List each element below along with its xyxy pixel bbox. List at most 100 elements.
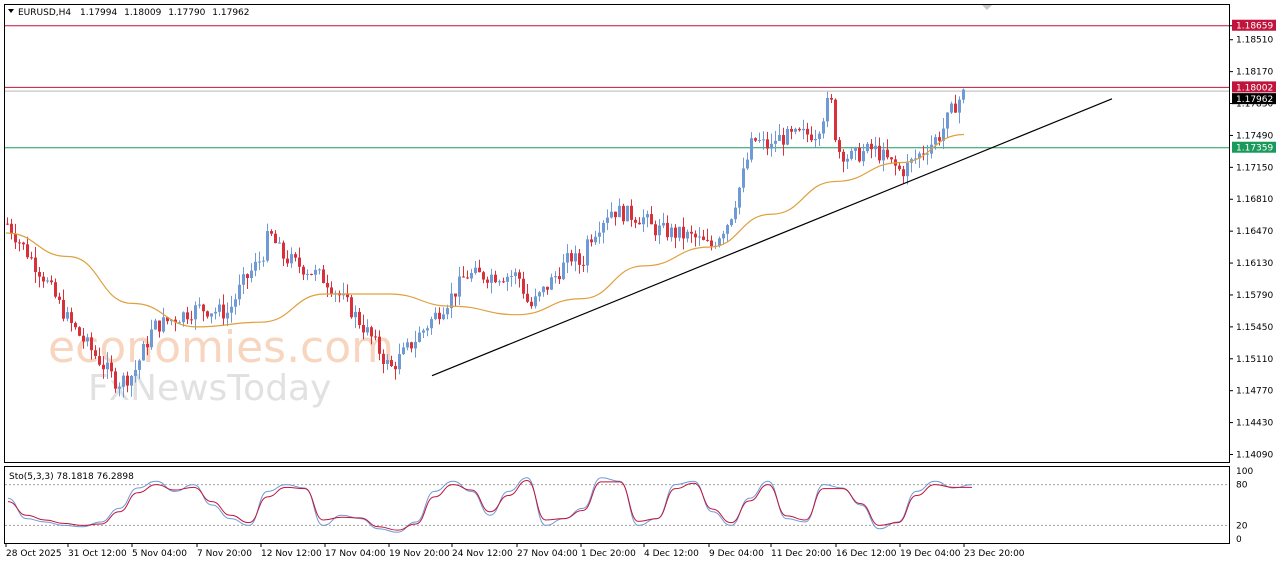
ascending-trendline bbox=[431, 98, 1113, 377]
candle-body bbox=[426, 328, 429, 331]
candle-body bbox=[778, 134, 781, 141]
candle-body bbox=[166, 317, 169, 322]
candle-body bbox=[106, 362, 109, 370]
candle-body bbox=[230, 306, 233, 313]
time-tick-label: 19 Dec 04:00 bbox=[900, 549, 961, 559]
stoch-signal-line bbox=[7, 480, 972, 531]
candle-body bbox=[470, 273, 473, 279]
candle-body bbox=[586, 239, 589, 266]
price-tick-label: 1.15450 bbox=[1236, 323, 1273, 333]
candle-body bbox=[422, 330, 425, 333]
time-tick-label: 5 Nov 04:00 bbox=[132, 549, 187, 559]
candle-body bbox=[570, 253, 573, 262]
candle-body bbox=[162, 317, 165, 332]
candle-body bbox=[698, 236, 701, 238]
candle-body bbox=[890, 157, 893, 160]
candle-body bbox=[374, 336, 377, 338]
candle-body bbox=[190, 319, 193, 321]
candle-body bbox=[298, 257, 301, 267]
candle-body bbox=[642, 217, 645, 225]
candle-body bbox=[214, 311, 217, 314]
candle-body bbox=[222, 304, 225, 319]
candle-body bbox=[922, 153, 925, 155]
chart-menu-triangle-icon[interactable] bbox=[8, 9, 14, 13]
candle-body bbox=[846, 158, 849, 162]
candle-body bbox=[590, 239, 593, 243]
candle-body bbox=[822, 121, 825, 134]
candle-body bbox=[902, 169, 905, 177]
candle-body bbox=[370, 327, 373, 337]
candle-body bbox=[458, 276, 461, 297]
candle-body bbox=[290, 254, 293, 264]
time-tick-label: 1 Dec 20:00 bbox=[581, 549, 636, 559]
candle-body bbox=[962, 89, 965, 100]
candle-body bbox=[494, 274, 497, 283]
candle-body bbox=[50, 280, 53, 283]
candle-body bbox=[274, 233, 277, 244]
candle-body bbox=[506, 276, 509, 282]
candle-body bbox=[726, 225, 729, 234]
candle-body bbox=[130, 375, 133, 386]
candle-body bbox=[702, 236, 705, 240]
candle-body bbox=[566, 253, 569, 263]
candle-body bbox=[594, 236, 597, 243]
time-tick-label: 31 Oct 12:00 bbox=[68, 549, 127, 559]
candle-body bbox=[450, 293, 453, 309]
candle-body bbox=[730, 219, 733, 226]
candle-body bbox=[278, 242, 281, 244]
candle-body bbox=[746, 159, 749, 169]
time-axis: 28 Oct 2025 31 Oct 12:00 5 Nov 04:00 7 Nov … bbox=[5, 543, 1025, 559]
candle-body bbox=[326, 283, 329, 288]
candle-body bbox=[182, 312, 185, 323]
candle-body bbox=[346, 293, 349, 298]
candle-body bbox=[178, 322, 181, 324]
candle-body bbox=[774, 140, 777, 144]
candle-body bbox=[606, 217, 609, 223]
candle-body bbox=[754, 138, 757, 141]
candle-body bbox=[18, 242, 21, 244]
candle-body bbox=[62, 299, 65, 319]
candle-body bbox=[750, 138, 753, 160]
price-tick-label: 1.16470 bbox=[1236, 227, 1273, 237]
candle-body bbox=[578, 253, 581, 265]
candle-body bbox=[158, 320, 161, 332]
candle-body bbox=[514, 272, 517, 276]
candle-body bbox=[262, 260, 265, 262]
shift-marker-icon[interactable] bbox=[982, 5, 992, 10]
candle-body bbox=[226, 312, 229, 319]
candle-body bbox=[954, 103, 957, 113]
stoch-tick-label: 80 bbox=[1236, 481, 1248, 491]
candle-body bbox=[842, 151, 845, 162]
open-value: 1.17994 bbox=[80, 8, 117, 18]
candle-body bbox=[510, 275, 513, 277]
price-tick-label: 1.17830 bbox=[1236, 100, 1273, 110]
candle-body bbox=[898, 165, 901, 170]
candle-body bbox=[430, 319, 433, 329]
candle-body bbox=[666, 222, 669, 238]
candle-body bbox=[254, 261, 257, 271]
candle-body bbox=[582, 264, 585, 266]
candle-body bbox=[522, 278, 525, 294]
moving-average-line bbox=[5, 133, 965, 328]
candle-body bbox=[838, 140, 841, 152]
candle-body bbox=[418, 332, 421, 342]
stoch-panel-frame bbox=[4, 466, 1230, 544]
candle-body bbox=[486, 279, 489, 283]
stoch-tick-label: 100 bbox=[1236, 467, 1253, 477]
candle-body bbox=[250, 270, 253, 279]
candle-body bbox=[454, 293, 457, 297]
price-level-label: 1.17359 bbox=[1236, 144, 1273, 154]
candle-body bbox=[154, 320, 157, 330]
price-levels bbox=[5, 25, 1229, 149]
time-tick-label: 17 Nov 04:00 bbox=[325, 549, 386, 559]
price-tick-label: 1.16130 bbox=[1236, 259, 1273, 269]
candle-body bbox=[854, 147, 857, 151]
price-tick-label: 1.17150 bbox=[1236, 163, 1273, 173]
candle-body bbox=[942, 128, 945, 141]
candle-body bbox=[614, 211, 617, 218]
candle-body bbox=[850, 150, 853, 159]
time-tick-label: 23 Dec 20:00 bbox=[964, 549, 1025, 559]
candle-body bbox=[658, 225, 661, 236]
candle-body bbox=[518, 272, 521, 279]
time-tick-label: 27 Nov 04:00 bbox=[517, 549, 578, 559]
